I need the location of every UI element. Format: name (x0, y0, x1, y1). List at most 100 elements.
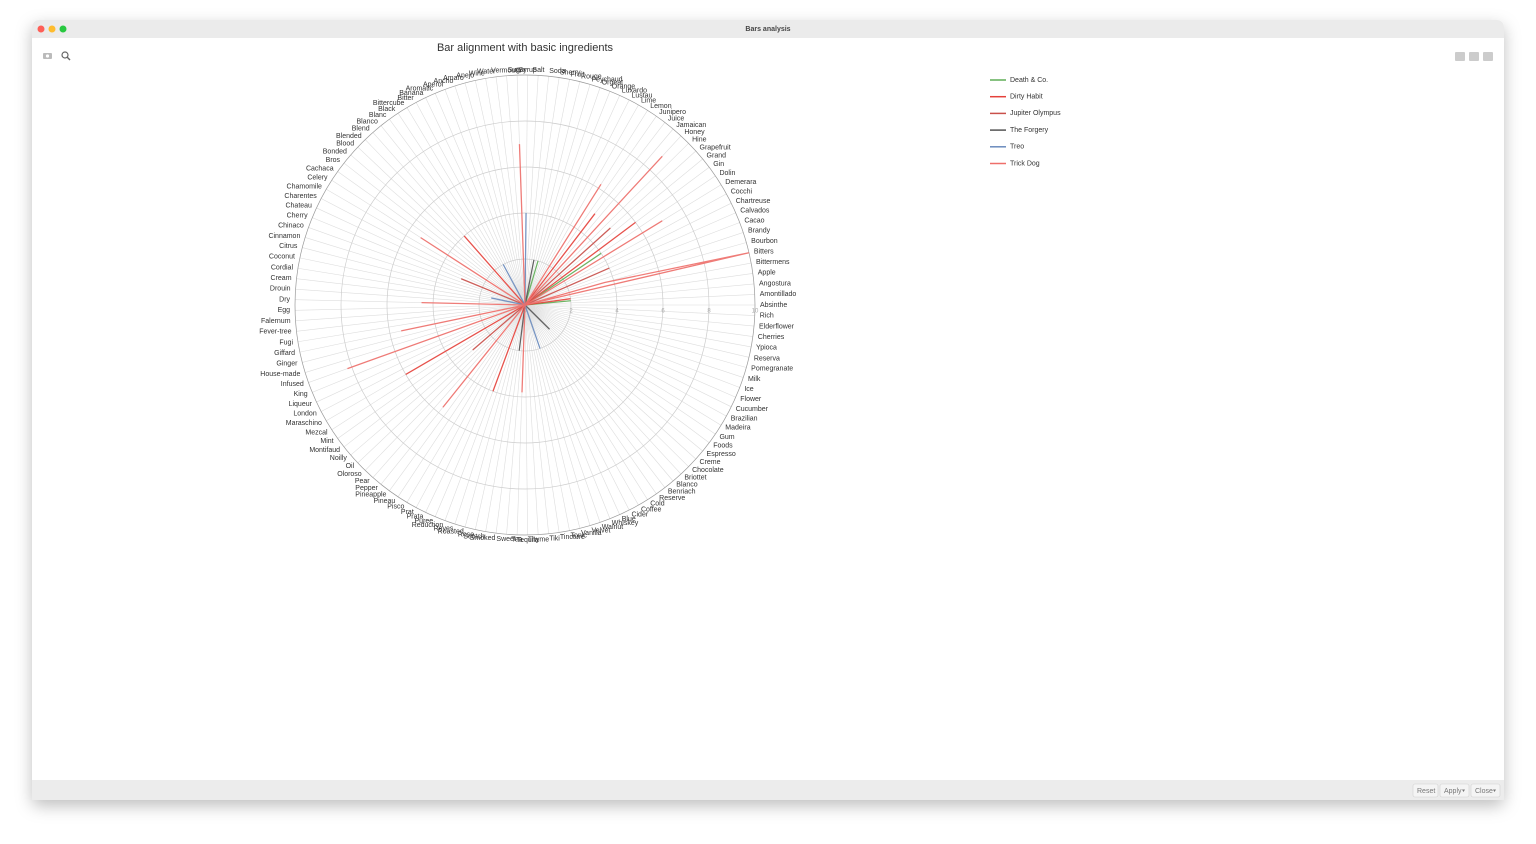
category-label: King (294, 391, 308, 398)
category-label: Luxardo (622, 88, 647, 95)
spoke (524, 262, 752, 306)
category-label: Aromatic (406, 86, 434, 93)
spoke (464, 304, 526, 528)
spoke (524, 304, 539, 535)
spoke (415, 304, 526, 508)
spoke (524, 99, 630, 306)
category-label: Orange (612, 83, 635, 90)
category-label: Anejo (456, 72, 474, 79)
legend-label: Dirty Habit (1010, 94, 1043, 101)
spoke (524, 304, 703, 452)
spoke (495, 76, 526, 306)
category-label: Coffee (641, 506, 662, 513)
spoke (524, 95, 620, 306)
category-label: Falernum (261, 318, 291, 325)
category-label: Wine (469, 70, 485, 77)
category-label: Prat (401, 509, 414, 516)
spoke (524, 304, 755, 316)
category-label: Cinnamon (268, 233, 300, 240)
button-label: Reset (1417, 788, 1435, 795)
category-label: Chinaco (278, 223, 304, 230)
spoke (357, 304, 526, 464)
category-label: Rose (458, 531, 474, 538)
tool-icon[interactable] (1469, 52, 1479, 61)
spoke (524, 294, 755, 306)
title-bar (32, 20, 1504, 38)
spoke (372, 304, 526, 478)
r-tick-label: 10 (752, 309, 759, 315)
category-label: Walnut (602, 524, 624, 531)
r-tick-label: 2 (569, 309, 573, 315)
spoke (524, 76, 549, 306)
spoke (524, 304, 736, 398)
tool-icon[interactable] (1455, 52, 1465, 61)
category-label: Lime (641, 97, 656, 104)
zoom-icon[interactable] (61, 51, 71, 61)
close-dot[interactable] (37, 25, 45, 33)
category-label: Bitter (397, 95, 414, 102)
spoke (524, 116, 657, 306)
minimize-dot[interactable] (48, 25, 56, 33)
spoke (524, 304, 697, 460)
category-label: Gin (713, 161, 724, 168)
spoke (434, 93, 526, 306)
category-label: Bonded (323, 149, 347, 156)
category-label: House-made (260, 371, 300, 378)
legend-label: The Forgery (1010, 127, 1049, 134)
button[interactable] (1412, 783, 1439, 798)
category-label: Rich (760, 313, 774, 320)
spoke (474, 80, 526, 306)
category-label: Cocchi (731, 188, 753, 195)
plot: Absinthe Amontillado Angostura Apple Bitterm… (259, 67, 796, 544)
spoke (295, 304, 526, 322)
r-tick-label: 6 (661, 309, 665, 315)
spoke (295, 288, 526, 306)
spoke (337, 171, 526, 306)
category-label: Scotch (463, 533, 485, 540)
category-label: Vermouth (491, 68, 521, 75)
spoke (524, 304, 611, 519)
category-label: Reserva (754, 355, 780, 362)
spoke (524, 304, 727, 417)
series-line (518, 259, 550, 351)
camera-icon[interactable] (43, 53, 52, 59)
button-label: Apply (1444, 788, 1462, 795)
category-label: Puree (415, 518, 434, 525)
button[interactable] (1470, 783, 1501, 798)
category-label: Hine (692, 137, 707, 144)
spoke (524, 304, 753, 337)
spoke (454, 304, 526, 525)
spoke (506, 75, 526, 306)
tool-icon[interactable] (1483, 52, 1493, 61)
spoke (397, 113, 526, 306)
button[interactable] (1439, 783, 1470, 798)
category-label: Cucumber (736, 406, 769, 413)
spoke (524, 232, 744, 306)
spoke (524, 304, 689, 467)
legend-label: Jupiter Olympus (1010, 110, 1061, 117)
spoke (524, 304, 740, 388)
category-label: Chateau (285, 203, 312, 210)
category-label: Ancho (434, 78, 454, 85)
spoke (524, 104, 639, 306)
category-label: Bros (326, 157, 341, 164)
spoke (337, 304, 526, 439)
category-label: Blanco (676, 482, 698, 489)
window-title: Bars analysis (745, 26, 790, 33)
spoke (350, 154, 526, 306)
category-label: Angostura (759, 280, 791, 287)
category-label: Sherry (560, 69, 581, 76)
category-label: Amontillado (760, 291, 797, 298)
spoke (425, 97, 526, 306)
category-label: Creme (700, 459, 721, 466)
zoom-dot[interactable] (59, 25, 67, 33)
spoke (524, 304, 639, 506)
spoke (343, 162, 526, 306)
category-label: Bittercube (373, 100, 405, 107)
category-label: Mezcal (305, 429, 328, 436)
category-label: Apple (758, 270, 776, 277)
spoke (524, 304, 755, 327)
category-label: Cherries (758, 334, 785, 341)
category-label: Water (477, 69, 496, 76)
category-label: Blood (336, 141, 354, 148)
